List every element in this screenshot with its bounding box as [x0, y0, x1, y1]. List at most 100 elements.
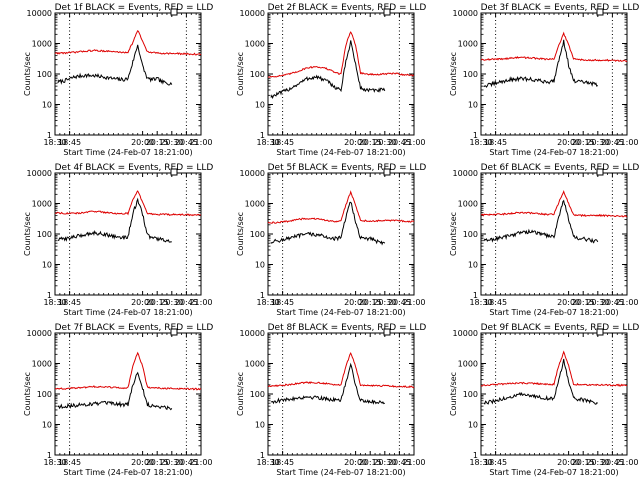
x-tick-label: 20:15: [146, 458, 169, 467]
y-tick-label: 1: [47, 131, 52, 140]
x-tick-label: 18:30: [469, 458, 492, 467]
x-tick-label: 18:45: [58, 298, 81, 307]
plot-frame: [480, 172, 628, 296]
x-tick-label: 18:45: [484, 298, 507, 307]
x-tick-label: 21:00: [189, 298, 212, 307]
x-tick-label: 20:00: [131, 298, 154, 307]
corner-marker: [170, 328, 178, 336]
chart-panel-7: Det 7f BLACK = Events, RED = LLD 1 10 100 10…: [23, 323, 213, 477]
x-tick-label: 20:45: [175, 298, 198, 307]
series-events-line: [57, 371, 173, 411]
x-tick-label: 20:15: [359, 138, 382, 147]
x-tick-label: 20:30: [373, 298, 396, 307]
y-tick-label: 1: [473, 131, 478, 140]
y-tick-label: 1000: [32, 200, 52, 209]
y-tick-label: 10000: [453, 9, 478, 18]
x-tick-label: 18:45: [58, 138, 81, 147]
chart-panel-3: Det 3f BLACK = Events, RED = LLD 1 10 100 10…: [449, 3, 640, 157]
y-tick-label: 1000: [458, 360, 478, 369]
x-tick-label: 20:45: [601, 298, 624, 307]
y-tick-label: 100: [463, 230, 478, 239]
series-events-line: [270, 201, 386, 246]
y-axis-label: Counts/sec: [449, 52, 458, 96]
chart-panel-5: Det 5f BLACK = Events, RED = LLD 1 10 100 10…: [236, 163, 426, 317]
y-tick-label: 10: [42, 101, 52, 110]
series-events-line: [270, 362, 385, 405]
x-tick-label: 20:45: [388, 138, 411, 147]
x-tick-label: 20:45: [388, 458, 411, 467]
y-tick-label: 100: [37, 390, 52, 399]
x-tick-label: 18:30: [469, 138, 492, 147]
x-tick-label: 18:45: [271, 298, 294, 307]
series-lld-line: [54, 30, 202, 56]
y-tick-label: 1000: [32, 40, 52, 49]
y-tick-label: 1000: [458, 40, 478, 49]
series-lld-line: [480, 190, 628, 218]
y-tick-label: 10: [468, 421, 478, 430]
x-tick-label: 20:30: [160, 458, 183, 467]
x-tick-label: 20:45: [388, 298, 411, 307]
y-tick-label: 100: [463, 390, 478, 399]
series-lld-line: [267, 190, 415, 224]
x-tick-label: 18:45: [484, 458, 507, 467]
x-tick-label: 21:00: [615, 458, 638, 467]
y-axis-label: Counts/sec: [23, 52, 32, 96]
x-tick-label: 21:00: [189, 138, 212, 147]
x-tick-label: 20:45: [175, 458, 198, 467]
x-tick-label: 20:15: [359, 298, 382, 307]
y-tick-label: 10: [255, 261, 265, 270]
x-tick-label: 18:45: [271, 458, 294, 467]
x-tick-label: 21:00: [615, 138, 638, 147]
series-lld-line: [481, 31, 628, 63]
x-tick-label: 20:15: [146, 138, 169, 147]
x-tick-label: 18:45: [58, 458, 81, 467]
plot-frame: [480, 332, 628, 456]
chart-panel-2: Det 2f BLACK = Events, RED = LLD 1 10 100 10…: [236, 3, 426, 157]
chart-panel-4: Det 4f BLACK = Events, RED = LLD 1 10 100 10…: [23, 163, 214, 317]
plot-frame: [54, 172, 202, 296]
x-tick-label: 20:30: [586, 458, 609, 467]
x-tick-label: 20:30: [586, 298, 609, 307]
corner-marker: [596, 328, 604, 336]
x-tick-label: 20:00: [557, 458, 580, 467]
chart-panel-9: Det 9f BLACK = Events, RED = LLD 1 10 100 10…: [449, 323, 639, 477]
series-lld-line: [267, 351, 415, 389]
x-tick-label: 20:30: [373, 138, 396, 147]
x-tick-label: 20:00: [557, 298, 580, 307]
y-tick-label: 1000: [458, 200, 478, 209]
y-tick-label: 10: [42, 261, 52, 270]
y-tick-label: 100: [37, 70, 52, 79]
x-tick-label: 20:00: [344, 458, 367, 467]
y-tick-label: 10000: [453, 169, 478, 178]
corner-marker: [170, 168, 178, 176]
corner-marker: [596, 168, 604, 176]
x-tick-label: 21:00: [402, 458, 425, 467]
x-tick-label: 18:45: [484, 138, 507, 147]
y-tick-label: 1: [260, 131, 265, 140]
x-axis-label: Start Time (24-Feb-07 18:21:00): [276, 148, 405, 157]
series-events-line: [483, 358, 598, 405]
x-tick-label: 20:45: [175, 138, 198, 147]
x-tick-label: 20:30: [160, 298, 183, 307]
x-tick-label: 20:00: [131, 458, 154, 467]
x-tick-label: 18:30: [256, 458, 279, 467]
chart-title: Det 4f BLACK = Events, RED = LLD: [55, 163, 214, 173]
y-tick-label: 10: [468, 261, 478, 270]
y-tick-label: 10: [255, 101, 265, 110]
y-axis-label: Counts/sec: [23, 372, 32, 416]
x-tick-label: 20:15: [146, 298, 169, 307]
chart-title: Det 1f BLACK = Events, RED = LLD: [55, 3, 214, 13]
x-axis-label: Start Time (24-Feb-07 18:21:00): [63, 468, 192, 477]
y-tick-label: 10000: [27, 169, 52, 178]
y-tick-label: 100: [250, 390, 265, 399]
x-tick-label: 20:45: [601, 458, 624, 467]
y-tick-label: 1000: [245, 360, 265, 369]
x-tick-label: 20:00: [557, 138, 580, 147]
y-tick-label: 10: [42, 421, 52, 430]
x-axis-label: Start Time (24-Feb-07 18:21:00): [489, 468, 618, 477]
chart-title: Det 3f BLACK = Events, RED = LLD: [481, 3, 640, 13]
y-tick-label: 1: [47, 451, 52, 460]
series-events-line: [270, 40, 386, 100]
x-tick-label: 18:30: [43, 458, 66, 467]
x-tick-label: 21:00: [402, 138, 425, 147]
